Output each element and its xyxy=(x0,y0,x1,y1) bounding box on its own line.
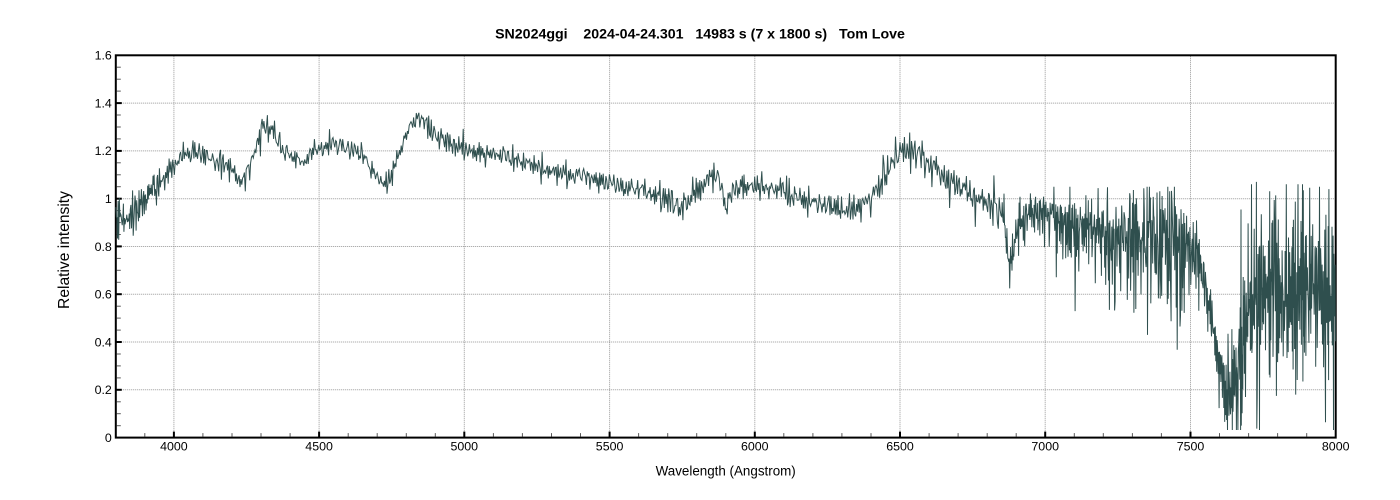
svg-text:0.6: 0.6 xyxy=(95,288,112,302)
svg-text:6500: 6500 xyxy=(886,440,914,454)
svg-text:5000: 5000 xyxy=(451,440,479,454)
svg-text:5500: 5500 xyxy=(596,440,624,454)
svg-text:0.8: 0.8 xyxy=(95,240,112,254)
svg-text:Wavelength (Angstrom): Wavelength (Angstrom) xyxy=(656,463,796,478)
svg-text:1: 1 xyxy=(105,192,112,206)
svg-text:Relative intensity: Relative intensity xyxy=(56,191,73,309)
svg-text:7500: 7500 xyxy=(1177,440,1205,454)
svg-text:1.2: 1.2 xyxy=(95,144,112,158)
svg-text:8000: 8000 xyxy=(1322,440,1350,454)
svg-text:7000: 7000 xyxy=(1031,440,1059,454)
svg-text:4500: 4500 xyxy=(305,440,333,454)
svg-text:0: 0 xyxy=(105,431,112,445)
svg-text:4000: 4000 xyxy=(160,440,188,454)
svg-text:1.4: 1.4 xyxy=(95,96,112,110)
svg-text:SN2024ggi 2024-04-24.301: SN2024ggi 2024-04-24.301 14983 s (7 x 18… xyxy=(495,26,905,42)
svg-text:0.4: 0.4 xyxy=(95,335,112,349)
svg-text:0.2: 0.2 xyxy=(95,383,112,397)
svg-text:6000: 6000 xyxy=(741,440,769,454)
svg-text:1.6: 1.6 xyxy=(95,49,112,63)
